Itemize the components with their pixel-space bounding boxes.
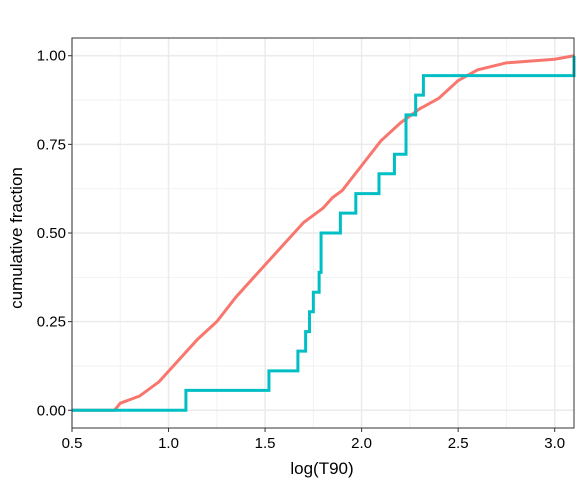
series-line-1	[72, 54, 575, 412]
series-layer	[72, 54, 576, 412]
y-tick-label: 0.25	[37, 314, 66, 331]
y-tick-label: 0.00	[37, 402, 66, 419]
x-tick-label: 1.5	[255, 435, 276, 452]
series-line-2	[72, 55, 576, 412]
y-axis-title: cumulative fraction	[7, 167, 26, 309]
x-tick-label: 2.0	[351, 435, 372, 452]
y-tick-label: 0.75	[37, 136, 66, 153]
x-tick-label: 1.0	[158, 435, 179, 452]
x-tick-label: 3.0	[544, 435, 565, 452]
y-tick-label: 0.50	[37, 225, 66, 242]
x-axis-title: log(T90)	[290, 459, 353, 478]
x-axis-ticks: 0.5 1.0 1.5 2.0 2.5 3.0	[62, 428, 565, 452]
y-tick-label: 1.00	[37, 48, 66, 65]
x-tick-label: 0.5	[62, 435, 83, 452]
y-axis-ticks: 0.00 0.25 0.50 0.75 1.00	[37, 48, 72, 419]
x-tick-label: 2.5	[448, 435, 469, 452]
